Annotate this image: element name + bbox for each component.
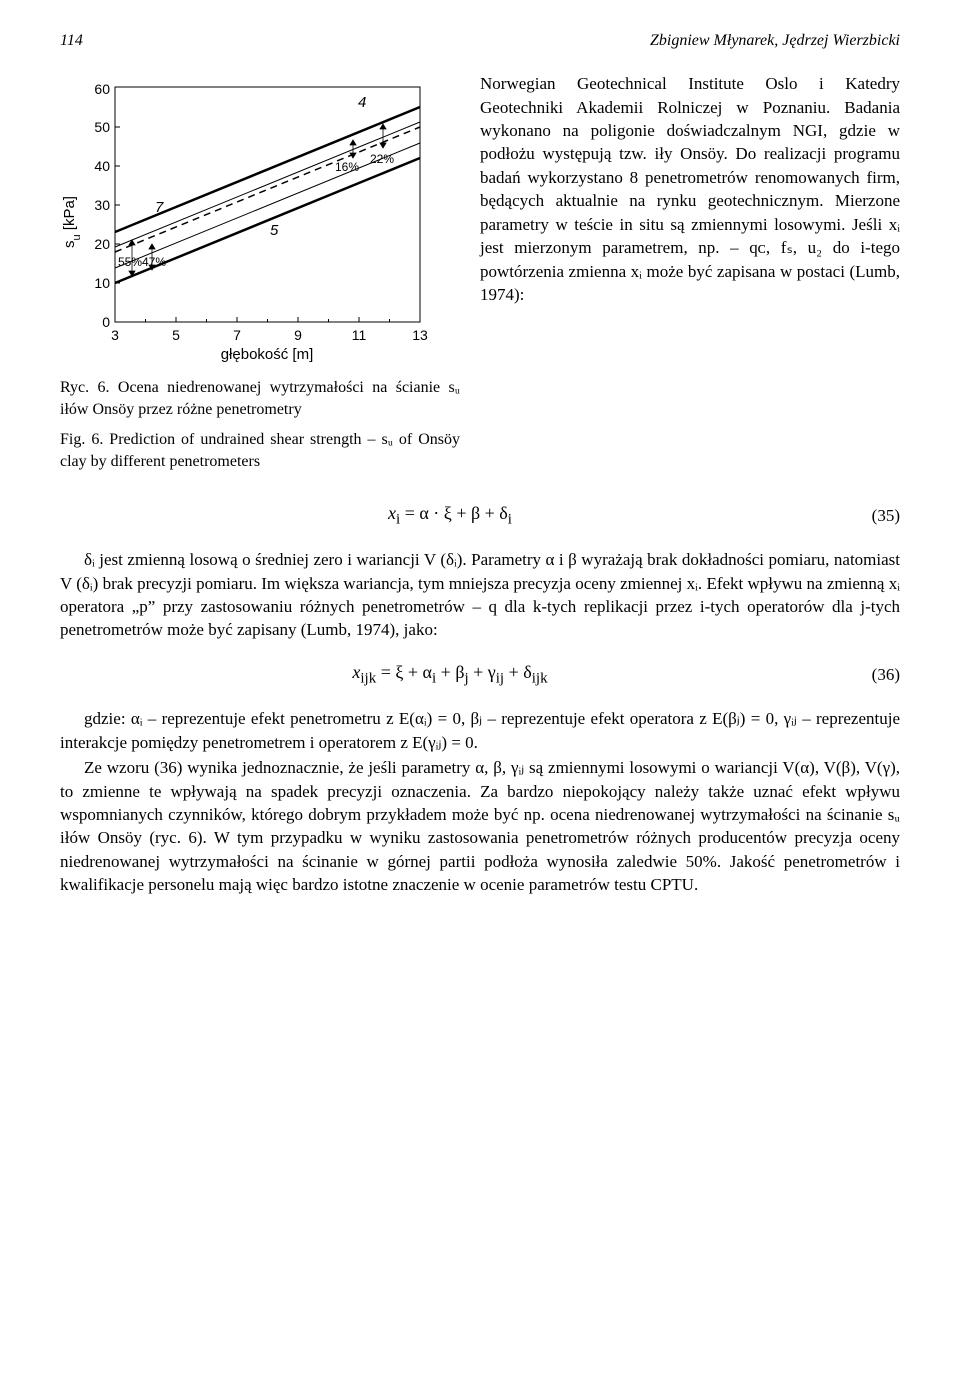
- svg-text:głębokość [m]: głębokość [m]: [221, 346, 314, 362]
- equation-36: xijk = ξ + αi + βj + γij + δijk: [60, 660, 840, 689]
- svg-text:40: 40: [94, 158, 110, 174]
- svg-text:5: 5: [270, 222, 279, 239]
- svg-text:16%: 16%: [335, 160, 359, 174]
- figure-caption-pl: Ryc. 6. Ocena niedrenowanej wytrzymałośc…: [60, 377, 460, 421]
- svg-text:0: 0: [102, 314, 110, 330]
- caption-en-text: Prediction of undrained shear strength –…: [60, 431, 460, 470]
- caption-pl-text: Ocena niedrenowanej wytrzymałości na ści…: [60, 379, 460, 418]
- equation-35: xi = α · ξ + β + δi: [60, 501, 840, 530]
- svg-text:4: 4: [358, 94, 366, 111]
- caption-en-prefix: Fig. 6.: [60, 431, 103, 448]
- figure-text-row: su [kPa] 0 10 20 30 40 50 60 3 5 7 9 11 …: [60, 72, 900, 473]
- svg-text:su [kPa]: su [kPa]: [61, 196, 83, 248]
- right-paragraph: Norwegian Geotechnical Institute Oslo i …: [480, 72, 900, 307]
- svg-text:9: 9: [294, 327, 302, 343]
- svg-text:30: 30: [94, 197, 110, 213]
- page-number: 114: [60, 30, 83, 52]
- svg-text:47%: 47%: [142, 255, 166, 269]
- figure-caption-en: Fig. 6. Prediction of undrained shear st…: [60, 429, 460, 473]
- svg-text:22%: 22%: [370, 152, 394, 166]
- paragraph-after-35: δᵢ jest zmienną losową o średniej zero i…: [60, 548, 900, 642]
- svg-text:5: 5: [172, 327, 180, 343]
- svg-text:7: 7: [233, 327, 241, 343]
- svg-text:11: 11: [352, 327, 367, 343]
- paragraph-gdzie: gdzie: αᵢ – reprezentuje efekt penetrome…: [60, 707, 900, 754]
- equation-36-number: (36): [840, 663, 900, 686]
- svg-text:10: 10: [94, 275, 110, 291]
- chart-figure-6: su [kPa] 0 10 20 30 40 50 60 3 5 7 9 11 …: [60, 72, 440, 362]
- svg-text:60: 60: [94, 81, 110, 97]
- svg-text:55%: 55%: [118, 255, 142, 269]
- equation-35-row: xi = α · ξ + β + δi (35): [60, 501, 900, 530]
- header-authors: Zbigniew Młynarek, Jędrzej Wierzbicki: [650, 30, 900, 52]
- right-text-column: Norwegian Geotechnical Institute Oslo i …: [480, 72, 900, 473]
- equation-36-row: xijk = ξ + αi + βj + γij + δijk (36): [60, 660, 900, 689]
- svg-text:7: 7: [155, 199, 164, 216]
- caption-pl-prefix: Ryc. 6.: [60, 379, 110, 396]
- svg-text:50: 50: [94, 119, 110, 135]
- svg-text:3: 3: [111, 327, 119, 343]
- page-header: 114 Zbigniew Młynarek, Jędrzej Wierzbick…: [60, 30, 900, 52]
- paragraph-conclusion: Ze wzoru (36) wynika jednoznacznie, że j…: [60, 756, 900, 897]
- svg-text:13: 13: [412, 327, 428, 343]
- svg-text:20: 20: [94, 236, 110, 252]
- equation-35-number: (35): [840, 504, 900, 527]
- figure-column: su [kPa] 0 10 20 30 40 50 60 3 5 7 9 11 …: [60, 72, 460, 473]
